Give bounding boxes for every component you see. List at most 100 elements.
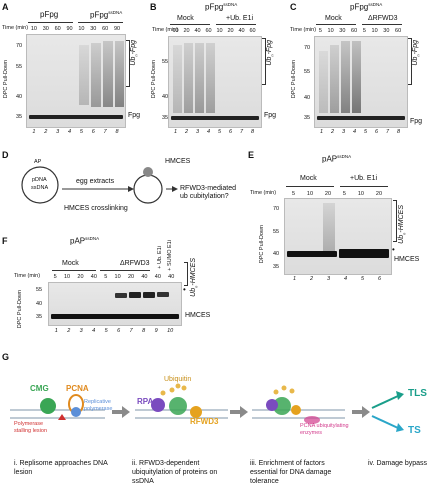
panel-a-group2: pFpgssDNA	[90, 10, 123, 20]
panel-a-letter: A	[2, 2, 9, 12]
ts-label: TS	[408, 425, 421, 436]
polymerase-label: polymerase	[84, 406, 113, 412]
panel-e-time-label: Time (min)	[250, 190, 277, 196]
panel-c-y-label: DPC Pull-Down	[291, 60, 297, 99]
mw-marker: 35	[36, 314, 43, 320]
panel-a-right-label: Ubn-Fpg	[130, 40, 139, 66]
mw-marker: 55	[273, 229, 280, 235]
panel-b-gel	[168, 36, 262, 128]
panel-f-time-label: Time (min)	[14, 273, 41, 279]
pcna-ub-enzymes-icon	[304, 416, 320, 424]
panel-e-y-label: DPC Pull-Down	[259, 225, 265, 264]
mw-marker: 40	[36, 301, 43, 307]
panel-f-band-label: HMCES	[185, 312, 211, 319]
lesion-label: Polymerase	[14, 421, 44, 427]
panel-f-times: 5 10 20 40 5 10 20 40 40 40	[53, 274, 175, 280]
ubiquitin-icon	[169, 387, 175, 393]
rpa-label: RPA	[137, 397, 154, 406]
mw-marker: 55	[304, 69, 311, 75]
step-iii-caption: iii. Enrichment of factors essential for…	[250, 460, 332, 485]
panel-e-title: pAPssDNA	[322, 154, 352, 164]
panel-d-step1: egg extracts	[76, 178, 115, 185]
mw-marker: 35	[162, 115, 169, 121]
hmces-protein-icon	[143, 167, 153, 177]
panel-a-band-label: Fpg	[128, 112, 141, 119]
ubiquitin-icon	[175, 383, 181, 389]
panel-b-letter: B	[150, 2, 157, 12]
panel-f-lanes: 1 2 3 4 5 6 7 8 9 10	[54, 328, 174, 334]
panel-d-step2: HMCES crosslinking	[64, 205, 128, 212]
ubiquitin-icon	[289, 388, 295, 394]
panel-b-times: 10 20 40 60 10 20 40 60	[172, 28, 256, 34]
panel-f-title: pAPssDNA	[70, 236, 100, 246]
ubiquitin-icon	[160, 390, 166, 396]
ubiquitin-icon	[281, 385, 287, 391]
panel-d-pdna-label: pDNA	[32, 177, 47, 183]
ubiquitin-icon	[273, 389, 279, 395]
ubiquitin-icon	[181, 385, 187, 391]
cmg-icon	[273, 397, 291, 415]
pcna-ub-label: enzymes	[300, 430, 323, 436]
panel-a-gel	[26, 34, 126, 128]
panel-f-gel	[48, 282, 182, 326]
panel-d-schematic	[21, 166, 178, 204]
panel-b-right-label: Ubn-Fpg	[266, 40, 275, 66]
panel-c-gel	[314, 36, 408, 128]
cmg-label: CMG	[30, 384, 49, 393]
panel-c-title: pFpgssDNA	[350, 2, 383, 12]
mw-marker: 70	[273, 206, 280, 212]
panel-e-group1: Mock	[300, 175, 317, 182]
mw-marker: 70	[16, 43, 23, 49]
arrow-icon	[122, 406, 130, 418]
mw-marker: 40	[162, 94, 169, 100]
panel-c-right-label: Ubn-Fpg	[412, 40, 421, 66]
rfwd3-icon	[190, 406, 202, 418]
panel-b-group1: Mock	[177, 15, 194, 22]
mw-marker: 40	[304, 95, 311, 101]
tls-label: TLS	[408, 388, 427, 399]
panel-c-band-label: Fpg	[410, 118, 423, 125]
panel-c-group1: Mock	[325, 15, 342, 22]
panel-d-ssdna-label: ssDNA	[31, 185, 49, 191]
mw-marker: 55	[36, 287, 43, 293]
rfwd3-label: RFWD3	[190, 417, 219, 426]
step-ii-caption: ii. RFWD3-dependent ubiquitylation of pr…	[132, 460, 218, 485]
panel-f-extra2: + SUMO E1i	[167, 240, 173, 271]
step-iv-caption: iv. Damage bypass	[368, 460, 428, 467]
panel-b-group2: +Ub. E1i	[226, 15, 254, 22]
panel-a-y-label: DPC Pull-Down	[3, 60, 9, 99]
cmg-icon	[40, 398, 56, 414]
arrow-icon	[240, 406, 248, 418]
rpa-icon	[266, 399, 278, 411]
mw-marker: 35	[304, 115, 311, 121]
panel-e-letter: E	[248, 150, 255, 160]
ts-arrow-icon	[396, 423, 404, 432]
lesion-icon	[58, 414, 66, 420]
panel-e-band-label: HMCES	[394, 256, 420, 263]
panel-c-time-label: Time (min)	[290, 27, 317, 33]
panel-g-model	[10, 383, 404, 432]
panel-g-letter: G	[2, 352, 10, 362]
plasmid-circle	[21, 166, 59, 204]
panel-d-question: RFWD3-mediated ub cubitylation?	[180, 185, 237, 201]
panel-f-marker: •	[183, 285, 186, 294]
pcna-ub-label: PCNA ubiquitylating	[300, 423, 349, 429]
panel-d-ap-label: AP	[34, 159, 42, 165]
panel-a-time-label: Time (min)	[2, 25, 29, 31]
panel-e-right-label: Ubn-HMCES	[398, 205, 407, 244]
tls-arrow-icon	[396, 391, 404, 400]
mw-marker: 70	[304, 45, 311, 51]
pcna-label: PCNA	[66, 384, 89, 393]
panel-f-group2: ΔRFWD3	[120, 260, 150, 267]
rfwd3-icon	[291, 405, 301, 415]
panel-f-right-label: Ubn-HMCES	[190, 258, 199, 297]
rpa-icon	[151, 398, 165, 412]
panel-b-y-label: DPC Pull-Down	[151, 60, 157, 99]
mw-marker: 35	[273, 264, 280, 270]
panel-d-letter: D	[2, 150, 9, 160]
polymerase-icon	[71, 407, 81, 417]
mw-marker: 35	[16, 114, 23, 120]
panel-a-times: 10 30 60 90 10 30 60 90	[30, 26, 121, 32]
